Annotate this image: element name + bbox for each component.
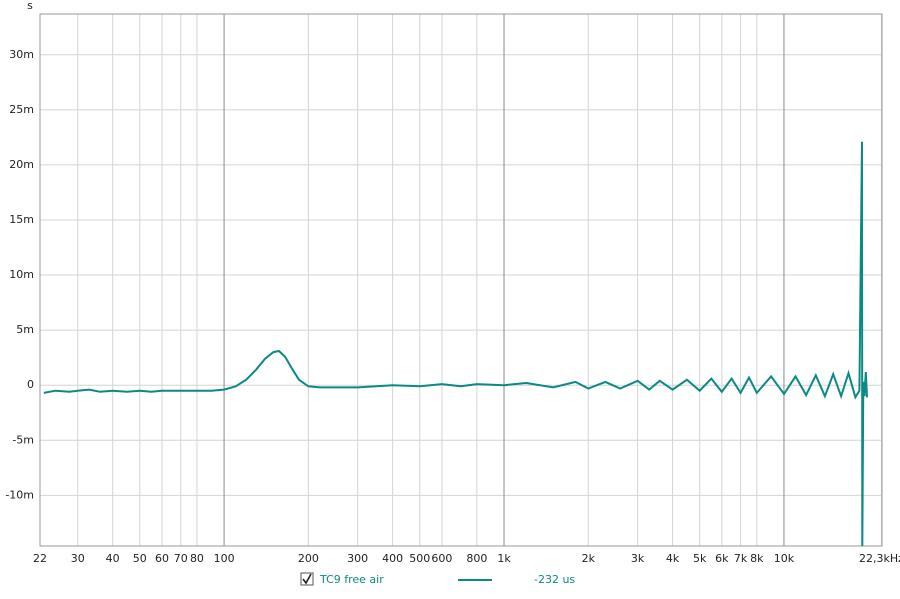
y-tick-label: -10m	[5, 488, 34, 501]
y-unit: s	[27, 0, 33, 12]
x-tick-label: 70	[174, 552, 188, 565]
x-tick-label: 500	[409, 552, 430, 565]
checkbox-tick	[302, 573, 312, 585]
x-tick-label: 4k	[666, 552, 680, 565]
x-tick-label: 8k	[750, 552, 764, 565]
x-tick-label: 40	[106, 552, 120, 565]
y-tick-label: 15m	[9, 213, 34, 226]
x-tick-label: 22,3kHz	[859, 552, 900, 565]
x-tick-label: 3k	[631, 552, 645, 565]
x-tick-label: 5k	[693, 552, 707, 565]
x-tick-label: 300	[347, 552, 368, 565]
x-tick-label: 60	[155, 552, 169, 565]
y-tick-label: 30m	[9, 48, 34, 61]
y-tick-label: 5m	[16, 323, 34, 336]
x-tick-label: 200	[298, 552, 319, 565]
x-tick-label: 600	[431, 552, 452, 565]
x-tick-label: 30	[71, 552, 85, 565]
legend-value: -232 us	[534, 573, 575, 586]
x-tick-label: 50	[133, 552, 147, 565]
y-tick-label: -5m	[12, 433, 34, 446]
x-tick-label: 6k	[715, 552, 729, 565]
y-tick-label: 10m	[9, 268, 34, 281]
x-tick-label: 10k	[774, 552, 795, 565]
x-tick-label: 7k	[734, 552, 748, 565]
y-tick-label: 20m	[9, 158, 34, 171]
x-tick-label: 1k	[497, 552, 511, 565]
y-tick-label: 0	[27, 378, 34, 391]
x-tick-label: 22	[33, 552, 47, 565]
plot-border	[39, 13, 883, 547]
data-line	[43, 141, 868, 547]
legend-checkbox[interactable]	[300, 572, 314, 586]
x-tick-label: 800	[466, 552, 487, 565]
y-tick-label: 25m	[9, 103, 34, 116]
legend-label: TC9 free air	[319, 573, 384, 586]
x-tick-label: 80	[190, 552, 204, 565]
x-tick-label: 100	[214, 552, 235, 565]
x-tick-label: 2k	[582, 552, 596, 565]
x-tick-label: 400	[382, 552, 403, 565]
